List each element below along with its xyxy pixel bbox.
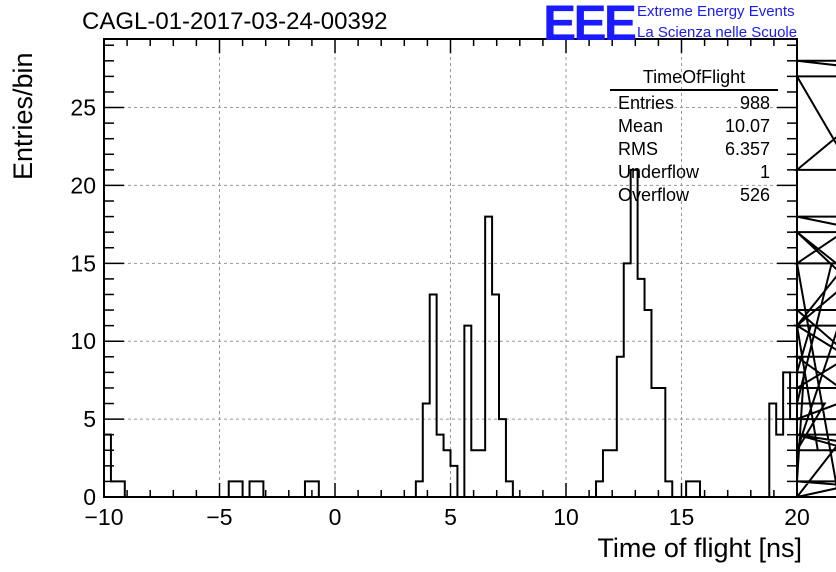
y-tick-label: 20: [70, 172, 96, 198]
histogram-bin: [776, 435, 783, 497]
histogram-series: [103, 59, 836, 498]
histogram-bin: [416, 481, 423, 497]
x-axis-label: Time of flight [ns]: [597, 533, 802, 563]
stats-box-title: TimeOfFlight: [610, 67, 778, 91]
histogram-bin: [651, 388, 658, 497]
stats-row-mean: Mean 10.07: [610, 115, 778, 138]
histogram-bin: [305, 481, 312, 497]
grid-lines: [104, 39, 797, 497]
histogram-bin: [603, 450, 610, 497]
histogram-line: [103, 59, 836, 498]
histogram-bin: [506, 481, 513, 497]
histogram-bin: [229, 481, 236, 497]
histogram-bin: [610, 450, 617, 497]
x-axis: −10 −5 0 5 10 15 20: [84, 39, 810, 530]
histogram-bin: [444, 450, 451, 497]
y-tick-label: 10: [70, 328, 96, 354]
stats-row-entries: Entries 988: [610, 92, 778, 115]
y-tick-label: 0: [83, 484, 96, 510]
histogram-bin: [645, 310, 652, 497]
stats-label: Entries: [618, 93, 675, 113]
histogram-bin: [665, 481, 672, 497]
y-tick-label: 25: [70, 95, 96, 121]
x-tick-label: 20: [784, 504, 810, 530]
histogram-bin: [256, 481, 263, 497]
histogram-bin: [437, 435, 444, 497]
stats-row-overflow: Overflow 526: [610, 184, 778, 207]
histogram-bin: [790, 419, 797, 497]
histogram-bin: [499, 419, 506, 497]
stats-value: 1: [759, 162, 770, 182]
stats-row-underflow: Underflow 1: [610, 161, 778, 184]
stats-label: Mean: [618, 116, 664, 136]
histogram-bin: [111, 481, 118, 497]
stats-value: 526: [739, 185, 770, 205]
y-tick-label: 5: [83, 406, 96, 432]
x-tick-label: 5: [444, 504, 457, 530]
histogram-bin: [236, 481, 243, 497]
x-tick-label: −5: [206, 504, 232, 530]
histogram-bin: [769, 404, 776, 497]
histogram-bin: [312, 481, 319, 497]
histogram-bin: [686, 481, 693, 497]
histogram-bin: [492, 294, 499, 497]
stats-value: 6.357: [724, 139, 770, 159]
histogram-bin: [471, 450, 478, 497]
eee-logo: EEE: [543, 0, 637, 51]
histogram-bin: [596, 481, 603, 497]
x-tick-label: 10: [553, 504, 579, 530]
run-title: CAGL-01-2017-03-24-00392: [82, 8, 388, 35]
stats-value: 988: [739, 93, 770, 113]
stats-row-rms: RMS 6.357: [610, 138, 778, 161]
stats-label: Underflow: [618, 162, 700, 182]
histogram-bin: [118, 481, 125, 497]
y-axis-label: Entries/bin: [8, 52, 38, 180]
logo-caption-line2: La Scienza nelle Scuole: [637, 24, 798, 41]
histogram-bin: [693, 481, 700, 497]
histogram-bin: [617, 357, 624, 497]
stats-box: TimeOfFlight Entries 988 Mean 10.07 RMS …: [610, 67, 778, 207]
y-axis: 0 5 10 15 20 25: [70, 44, 797, 510]
x-tick-label: 15: [669, 504, 695, 530]
histogram-bin: [423, 404, 430, 497]
histogram-bin: [638, 279, 645, 497]
stats-label: RMS: [618, 139, 658, 159]
stats-label: Overflow: [618, 185, 690, 205]
histogram-bin: [631, 170, 638, 497]
histogram-bin: [485, 217, 492, 497]
x-tick-label: 0: [329, 504, 342, 530]
histogram-bin: [451, 466, 458, 497]
histogram-bin: [464, 326, 471, 497]
x-tick-label: −10: [84, 504, 123, 530]
histogram-bin: [250, 481, 257, 497]
histogram-bin: [624, 263, 631, 497]
stats-value: 10.07: [724, 116, 770, 136]
histogram-bin: [478, 450, 485, 497]
histogram-bin: [658, 388, 665, 497]
histogram-bin: [430, 294, 437, 497]
logo-caption-line1: Extreme Energy Events: [637, 3, 795, 20]
y-tick-label: 15: [70, 250, 96, 276]
